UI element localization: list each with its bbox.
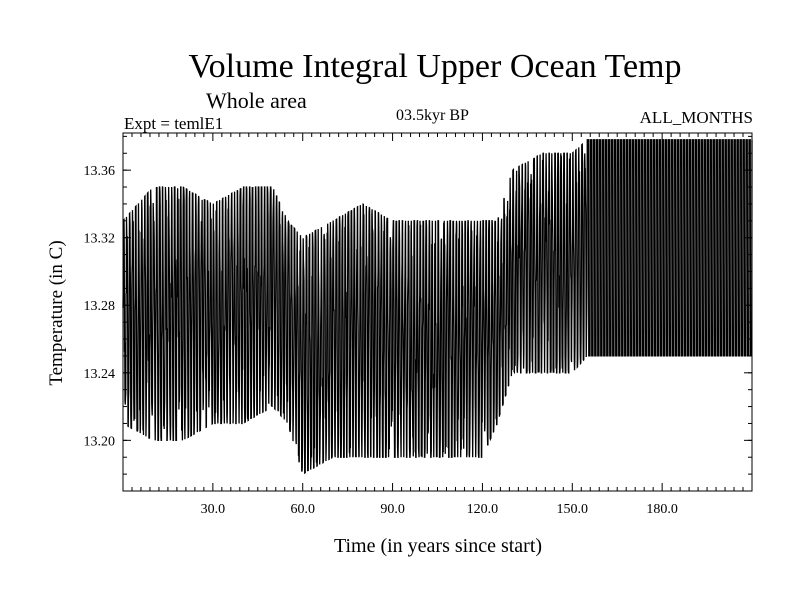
experiment-label: Expt = temlE1 xyxy=(124,114,224,133)
y-tick-label: 13.20 xyxy=(84,434,116,449)
plot-frame xyxy=(122,132,753,492)
y-tick-label: 13.36 xyxy=(84,164,116,179)
ticks-layer: 30.0 60.0 90.0 120.0 150.0 180.0 13.20 13.24 13.… xyxy=(84,133,752,517)
series-line xyxy=(122,139,753,475)
x-tick-label: 120.0 xyxy=(467,502,499,517)
y-tick-label: 13.28 xyxy=(84,299,116,314)
chart-title: Volume Integral Upper Ocean Temp xyxy=(188,48,682,85)
chart-subtitle: Whole area xyxy=(206,88,307,113)
period-label: 03.5kyr BP xyxy=(396,107,469,124)
x-tick-label: 90.0 xyxy=(380,502,405,517)
x-tick-label: 180.0 xyxy=(646,502,678,517)
months-label: ALL_MONTHS xyxy=(639,108,753,127)
x-tick-label: 30.0 xyxy=(201,502,226,517)
x-tick-label: 60.0 xyxy=(290,502,315,517)
x-axis-label: Time (in years since start) xyxy=(333,535,543,557)
y-tick-label: 13.32 xyxy=(84,232,116,247)
x-tick-label: 150.0 xyxy=(557,502,589,517)
series-layer xyxy=(122,139,753,475)
y-tick-label: 13.24 xyxy=(84,367,116,382)
